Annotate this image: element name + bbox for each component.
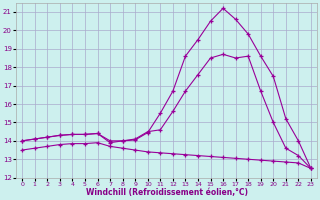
X-axis label: Windchill (Refroidissement éolien,°C): Windchill (Refroidissement éolien,°C) <box>85 188 248 197</box>
